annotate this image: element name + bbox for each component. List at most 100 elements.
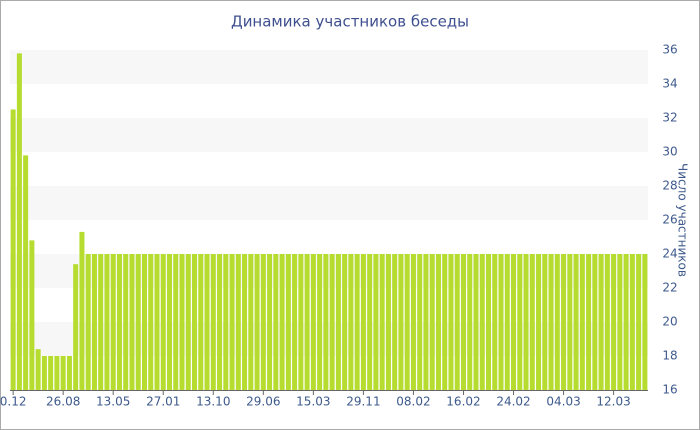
bar (511, 254, 517, 390)
bar (523, 254, 529, 390)
bar (429, 254, 435, 390)
bar (204, 254, 210, 390)
bar (548, 254, 554, 390)
y-tick-label: 28 (662, 179, 677, 193)
bar (235, 254, 241, 390)
bar (473, 254, 479, 390)
y-tick-label: 18 (662, 349, 677, 363)
bar (354, 254, 360, 390)
bar (23, 155, 29, 390)
bar (173, 254, 179, 390)
bar (360, 254, 366, 390)
x-tick-label: 0.12 (0, 395, 26, 409)
y-tick-label: 24 (662, 247, 677, 261)
bar (210, 254, 216, 390)
x-tick-label: 16.02 (446, 395, 480, 409)
chart-title: Динамика участников беседы (231, 13, 469, 31)
bar (91, 254, 97, 390)
bar (579, 254, 585, 390)
bar (567, 254, 573, 390)
bar (79, 231, 85, 390)
bar (192, 254, 198, 390)
bar (604, 254, 610, 390)
bar (123, 254, 129, 390)
bar (248, 254, 254, 390)
bar (392, 254, 398, 390)
bar (617, 254, 623, 390)
bar (460, 254, 466, 390)
bar (598, 254, 604, 390)
bar (66, 356, 72, 390)
grid-band (10, 322, 648, 356)
y-tick-label: 30 (662, 145, 677, 159)
bar (561, 254, 567, 390)
bar (110, 254, 116, 390)
y-tick-label: 22 (662, 281, 677, 295)
x-tick-label: 29.11 (346, 395, 380, 409)
x-tick-label: 12.03 (596, 395, 630, 409)
bar (479, 254, 485, 390)
bar (385, 254, 391, 390)
bar (104, 254, 110, 390)
bar (611, 254, 617, 390)
x-tick-label: 13.10 (196, 395, 230, 409)
bar (242, 254, 248, 390)
x-tick-label: 13.05 (96, 395, 130, 409)
y-tick-label: 16 (662, 383, 677, 397)
bar (166, 254, 173, 390)
bar (485, 254, 492, 390)
bar (54, 356, 60, 390)
x-tick-label: 15.03 (296, 395, 330, 409)
bar (348, 254, 354, 390)
y-tick-label: 32 (662, 111, 677, 125)
bar (335, 254, 341, 390)
bar (267, 254, 273, 390)
bar (85, 254, 91, 390)
bar (629, 254, 635, 390)
bar (16, 53, 22, 391)
bar (198, 254, 204, 390)
bar (504, 254, 510, 390)
y-tick-label: 20 (662, 315, 677, 329)
x-tick-label: 24.02 (496, 395, 530, 409)
bar (273, 254, 279, 390)
bar (329, 254, 335, 390)
bar (10, 109, 16, 390)
bar (217, 254, 223, 390)
x-tick-label: 08.02 (396, 395, 430, 409)
bar (148, 254, 154, 390)
bar (542, 254, 548, 390)
bar (398, 254, 404, 390)
bar (60, 356, 66, 390)
bar (73, 264, 79, 390)
bar (304, 254, 310, 390)
bar (642, 254, 648, 390)
bar (41, 356, 47, 390)
bar (517, 254, 523, 390)
bar (154, 254, 160, 390)
y-tick-label: 26 (662, 213, 677, 227)
bar (586, 254, 592, 390)
bar (317, 254, 323, 390)
bar (129, 254, 135, 390)
bar (435, 254, 441, 390)
bar (467, 254, 473, 390)
y-axis-label: Число участников (676, 163, 690, 277)
bar (573, 254, 579, 390)
bar (342, 254, 348, 390)
bar (592, 254, 598, 390)
bar (179, 254, 185, 390)
grid-band (10, 50, 648, 84)
x-tick-label: 27.01 (146, 395, 180, 409)
bar (623, 254, 629, 390)
bar (404, 254, 410, 390)
bar (410, 254, 416, 390)
bar (48, 356, 54, 390)
bar (529, 254, 535, 390)
bar (116, 254, 122, 390)
bar (310, 254, 316, 390)
bar (498, 254, 504, 390)
bar (229, 254, 235, 390)
grid-band (10, 118, 648, 152)
